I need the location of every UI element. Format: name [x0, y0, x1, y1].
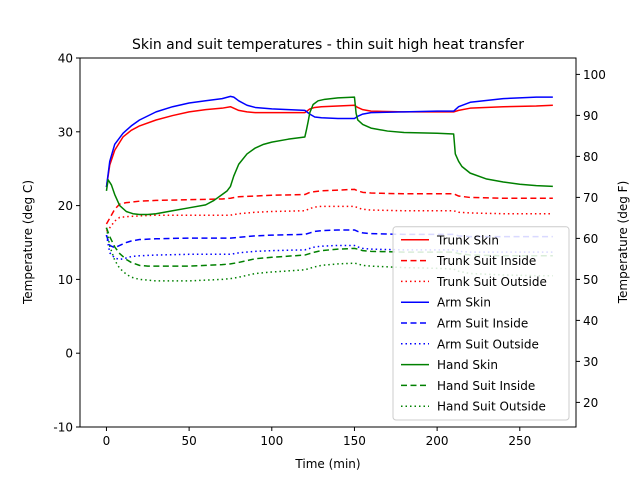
- y-axis-label-right: Temperature (deg F): [616, 181, 630, 305]
- legend-label: Hand Suit Inside: [437, 379, 535, 393]
- plot-frame: [79, 57, 577, 428]
- x-tick-label: 100: [260, 434, 283, 448]
- legend-label: Trunk Suit Outside: [436, 275, 547, 289]
- legend-label: Arm Suit Inside: [437, 317, 528, 331]
- y-tick-label-right: 90: [583, 109, 598, 123]
- y-tick-label-left: 20: [58, 199, 73, 213]
- series-line-6: [105, 234, 553, 261]
- series-line-7: [105, 96, 553, 216]
- y-axis-label-left: Temperature (deg C): [21, 180, 35, 305]
- y-tick-label-right: 80: [583, 150, 598, 164]
- legend-label: Trunk Suit Inside: [436, 254, 536, 268]
- legend-label: Trunk Skin: [436, 233, 499, 247]
- series-line-2: [105, 188, 553, 225]
- y-tick-label-left: 30: [58, 125, 73, 139]
- series-line-3: [105, 205, 553, 232]
- y-tick-label-left: 0: [65, 347, 73, 361]
- x-tick-label: 250: [508, 434, 531, 448]
- y-tick-label-right: 60: [583, 232, 598, 246]
- y-tick-label-right: 20: [583, 396, 598, 410]
- chart-title: Skin and suit temperatures - thin suit h…: [132, 37, 524, 53]
- legend-label: Hand Skin: [437, 358, 498, 372]
- y-tick-label-right: 100: [583, 68, 606, 82]
- y-tick-label-right: 50: [583, 273, 598, 287]
- x-tick-label: 200: [426, 434, 449, 448]
- y-tick-label-right: 40: [583, 314, 598, 328]
- legend-box: [392, 226, 570, 421]
- x-tick-label: 50: [181, 434, 196, 448]
- series-line-5: [105, 229, 553, 249]
- x-tick-label: 0: [103, 434, 111, 448]
- x-axis-label: Time (min): [294, 457, 360, 471]
- y-tick-label-right: 30: [583, 355, 598, 369]
- y-tick-label-left: 10: [58, 273, 73, 287]
- y-tick-label-right: 70: [583, 191, 598, 205]
- y-tick-label-left: 40: [58, 52, 73, 66]
- y-tick-label-left: -10: [53, 421, 73, 435]
- legend-label: Hand Suit Outside: [437, 400, 546, 414]
- legend-label: Arm Skin: [437, 296, 491, 310]
- x-tick-label: 150: [343, 434, 366, 448]
- legend-label: Arm Suit Outside: [437, 337, 539, 351]
- series-line-4: [105, 95, 553, 188]
- plot-area: 0 50 100 150 200 250 -10 0 10 20 30 40 20 30 40 50 60 70 8…: [53, 52, 606, 449]
- legend: Trunk Skin Trunk Suit Inside Trunk Suit Ou…: [392, 226, 570, 421]
